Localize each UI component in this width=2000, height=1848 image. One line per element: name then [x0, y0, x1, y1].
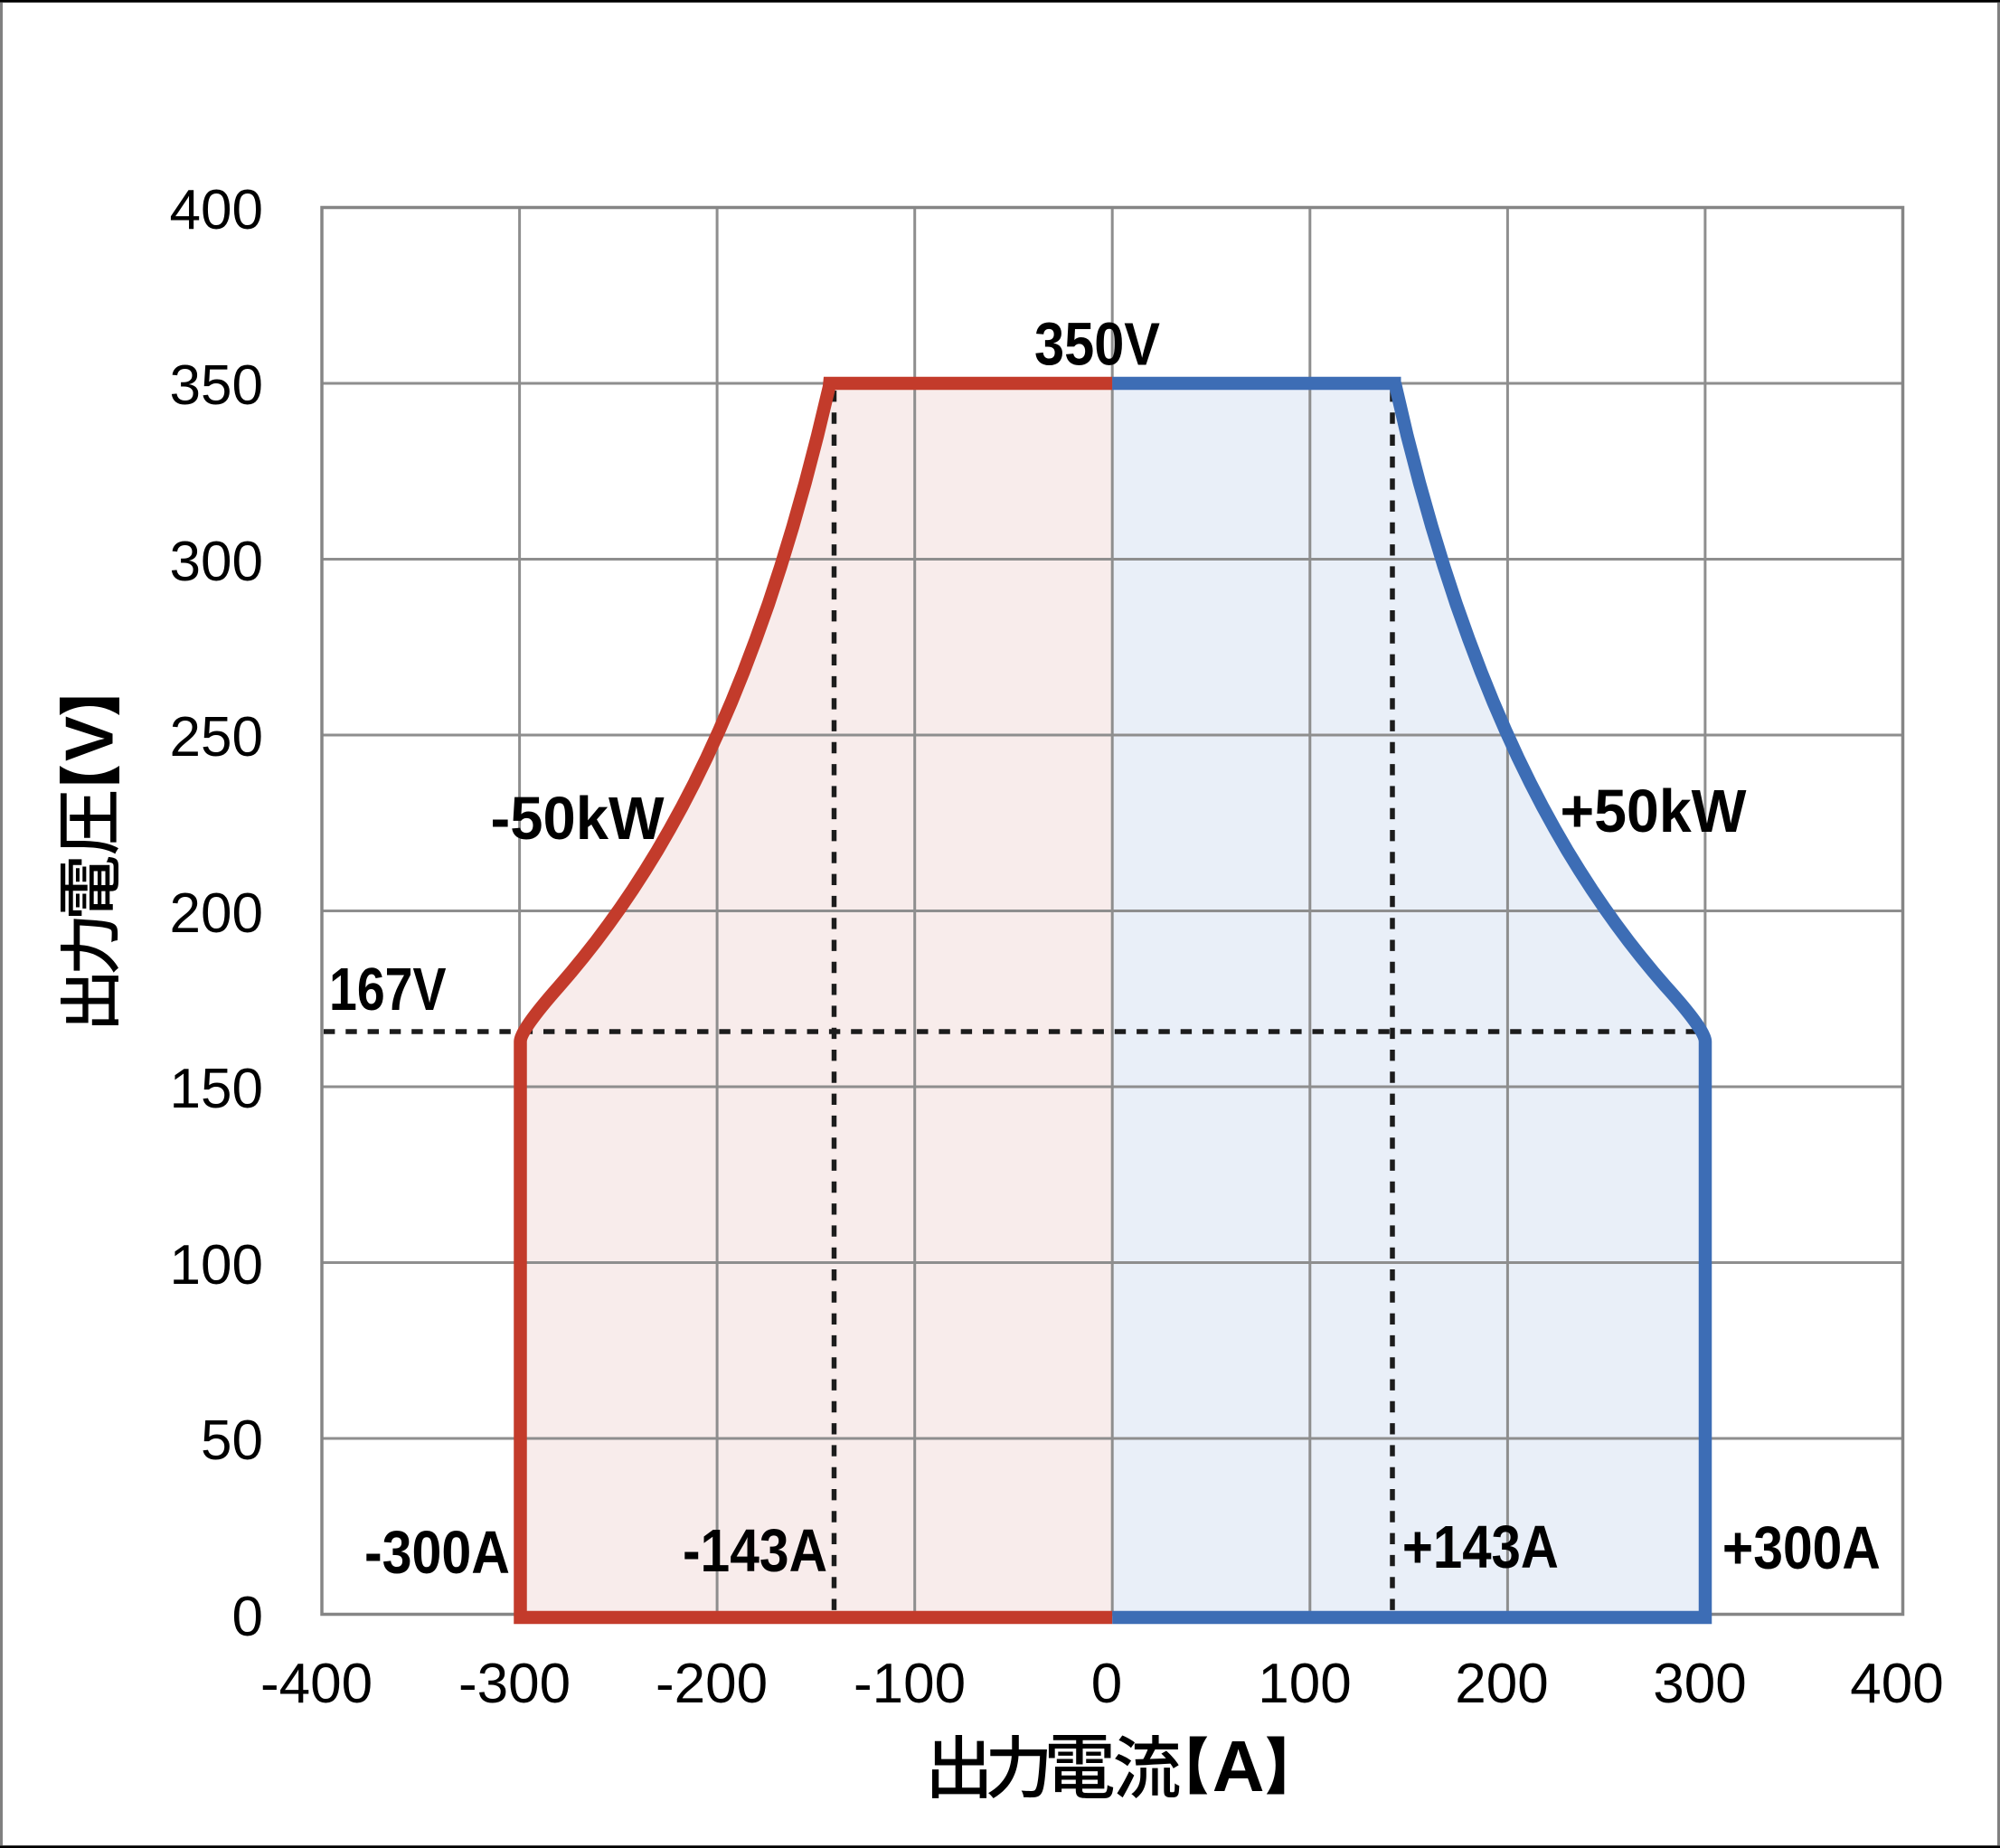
- svg-text:-143A: -143A: [683, 1517, 827, 1585]
- svg-text:400: 400: [1850, 1653, 1943, 1715]
- svg-text:-50kW: -50kW: [491, 785, 665, 853]
- svg-text:100: 100: [170, 1234, 263, 1296]
- svg-text:150: 150: [170, 1058, 263, 1120]
- svg-text:V: V: [52, 716, 127, 761]
- svg-text:200: 200: [170, 882, 263, 945]
- svg-text:250: 250: [170, 706, 263, 768]
- svg-text:-300: -300: [458, 1653, 571, 1715]
- svg-text:200: 200: [1455, 1653, 1548, 1715]
- svg-text:300: 300: [1653, 1653, 1746, 1715]
- svg-text:-400: -400: [260, 1653, 373, 1715]
- svg-text:-200: -200: [656, 1653, 768, 1715]
- svg-text:100: 100: [1258, 1653, 1351, 1715]
- svg-text:350: 350: [170, 354, 263, 417]
- svg-text:0: 0: [232, 1586, 263, 1648]
- svg-text:A: A: [1212, 1726, 1265, 1806]
- svg-text:50: 50: [201, 1410, 263, 1472]
- svg-text:0: 0: [1091, 1653, 1122, 1715]
- svg-text:-300A: -300A: [364, 1519, 510, 1587]
- svg-text:400: 400: [170, 179, 263, 241]
- svg-text:+143A: +143A: [1402, 1513, 1559, 1581]
- svg-text:-100: -100: [854, 1653, 966, 1715]
- svg-text:167V: 167V: [329, 956, 447, 1023]
- svg-text:+300A: +300A: [1722, 1514, 1881, 1582]
- svg-text:350V: 350V: [1034, 311, 1160, 379]
- svg-text:300: 300: [170, 531, 263, 593]
- svg-text:+50kW: +50kW: [1561, 778, 1748, 845]
